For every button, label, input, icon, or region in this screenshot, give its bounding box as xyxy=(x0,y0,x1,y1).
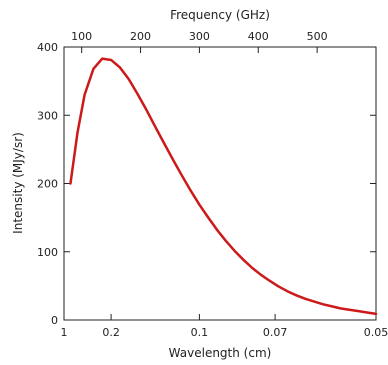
bottom-x-axis: 1 0.2 0.1 0.07 0.05 xyxy=(61,314,388,339)
x-tick-label: 0.05 xyxy=(364,326,388,339)
top-tick-label: 300 xyxy=(189,30,210,43)
top-tick-label: 500 xyxy=(307,30,328,43)
plot-frame xyxy=(63,46,377,321)
x-tick-label: 0.07 xyxy=(263,326,288,339)
y-tick-label: 200 xyxy=(37,178,58,191)
y-tick-label: 300 xyxy=(37,109,58,122)
x-tick-label: 0.1 xyxy=(191,326,209,339)
intensity-curve xyxy=(69,57,378,316)
y-axis-title: Intensity (MJy/sr) xyxy=(11,132,25,234)
y-axis: 0 100 200 300 400 xyxy=(37,41,376,327)
x-axis-title: Wavelength (cm) xyxy=(169,346,272,360)
top-axis-title: Frequency (GHz) xyxy=(170,8,270,22)
y-tick-label: 100 xyxy=(37,246,58,259)
top-tick-label: 400 xyxy=(248,30,269,43)
top-x-axis: 100 200 300 400 500 xyxy=(71,30,328,53)
x-tick-label: 1 xyxy=(61,326,68,339)
y-tick-label: 400 xyxy=(37,41,58,54)
top-tick-label: 100 xyxy=(71,30,92,43)
y-tick-label: 0 xyxy=(51,314,58,327)
x-tick-label: 0.2 xyxy=(102,326,120,339)
top-tick-label: 200 xyxy=(130,30,151,43)
